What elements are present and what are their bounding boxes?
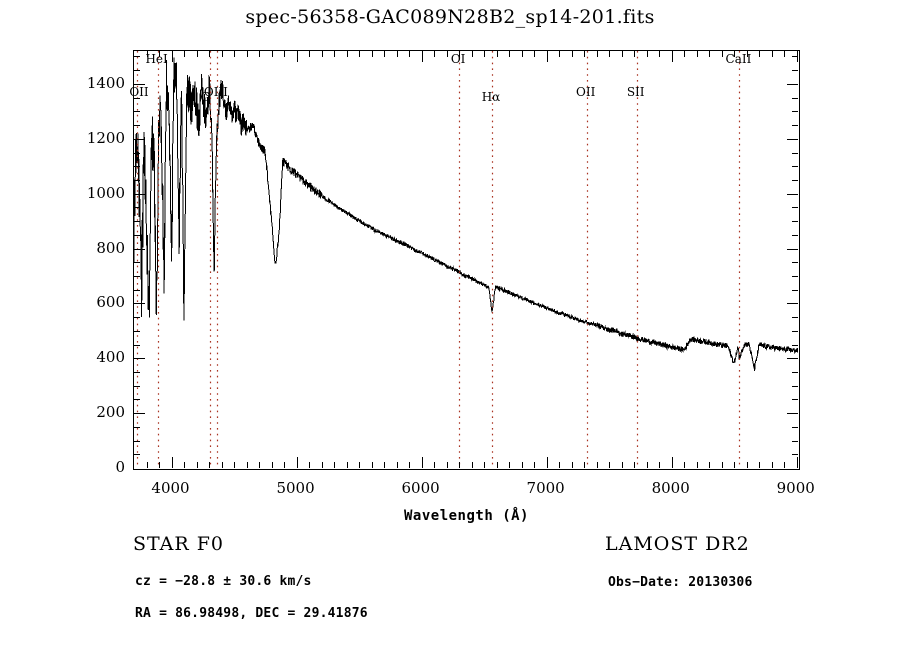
y-tick-label: 200 xyxy=(96,403,125,422)
coordinates: RA = 86.98498, DEC = 29.41876 xyxy=(135,606,368,621)
x-tick-label: 8000 xyxy=(651,479,690,497)
y-tick-label: 1200 xyxy=(86,128,125,147)
spectrum-curve xyxy=(134,57,798,372)
y-tick-label: 0 xyxy=(115,458,125,476)
x-tick-label: 9000 xyxy=(776,479,815,497)
object-class: STAR F0 xyxy=(133,533,224,555)
y-tick-label: 1400 xyxy=(86,73,125,92)
x-tick-label: 6000 xyxy=(401,479,440,497)
x-tick-label: 7000 xyxy=(526,479,565,497)
y-tick-label: 800 xyxy=(96,238,125,257)
obs-date: Obs−Date: 20130306 xyxy=(608,575,753,590)
page-title: spec-56358-GAC089N28B2_sp14-201.fits xyxy=(245,6,655,28)
line-label-h: Hα xyxy=(481,90,501,104)
line-label-oi: OI xyxy=(450,52,466,66)
axis-ticks xyxy=(134,51,798,468)
x-tick-label: 4000 xyxy=(151,479,190,497)
line-label-caii: CaII xyxy=(725,52,752,66)
redshift-velocity: cz = −28.8 ± 30.6 km/s xyxy=(135,574,312,589)
x-axis-label: Wavelength (Å) xyxy=(403,508,529,524)
line-label-oii: OII xyxy=(129,85,149,99)
line-label-oiii: OIII xyxy=(203,85,228,99)
line-label-hei: HeI xyxy=(145,52,168,66)
y-tick-label: 600 xyxy=(96,293,125,312)
line-label-g: G xyxy=(200,90,211,104)
line-label-sii: SII xyxy=(626,85,645,99)
plot-area xyxy=(134,51,799,469)
survey-name: LAMOST DR2 xyxy=(605,533,750,555)
plot-frame xyxy=(133,50,800,470)
y-tick-label: 400 xyxy=(96,348,125,367)
y-tick-label: 1000 xyxy=(86,183,125,202)
x-tick-label: 5000 xyxy=(276,479,315,497)
line-label-oii: OII xyxy=(575,85,596,99)
